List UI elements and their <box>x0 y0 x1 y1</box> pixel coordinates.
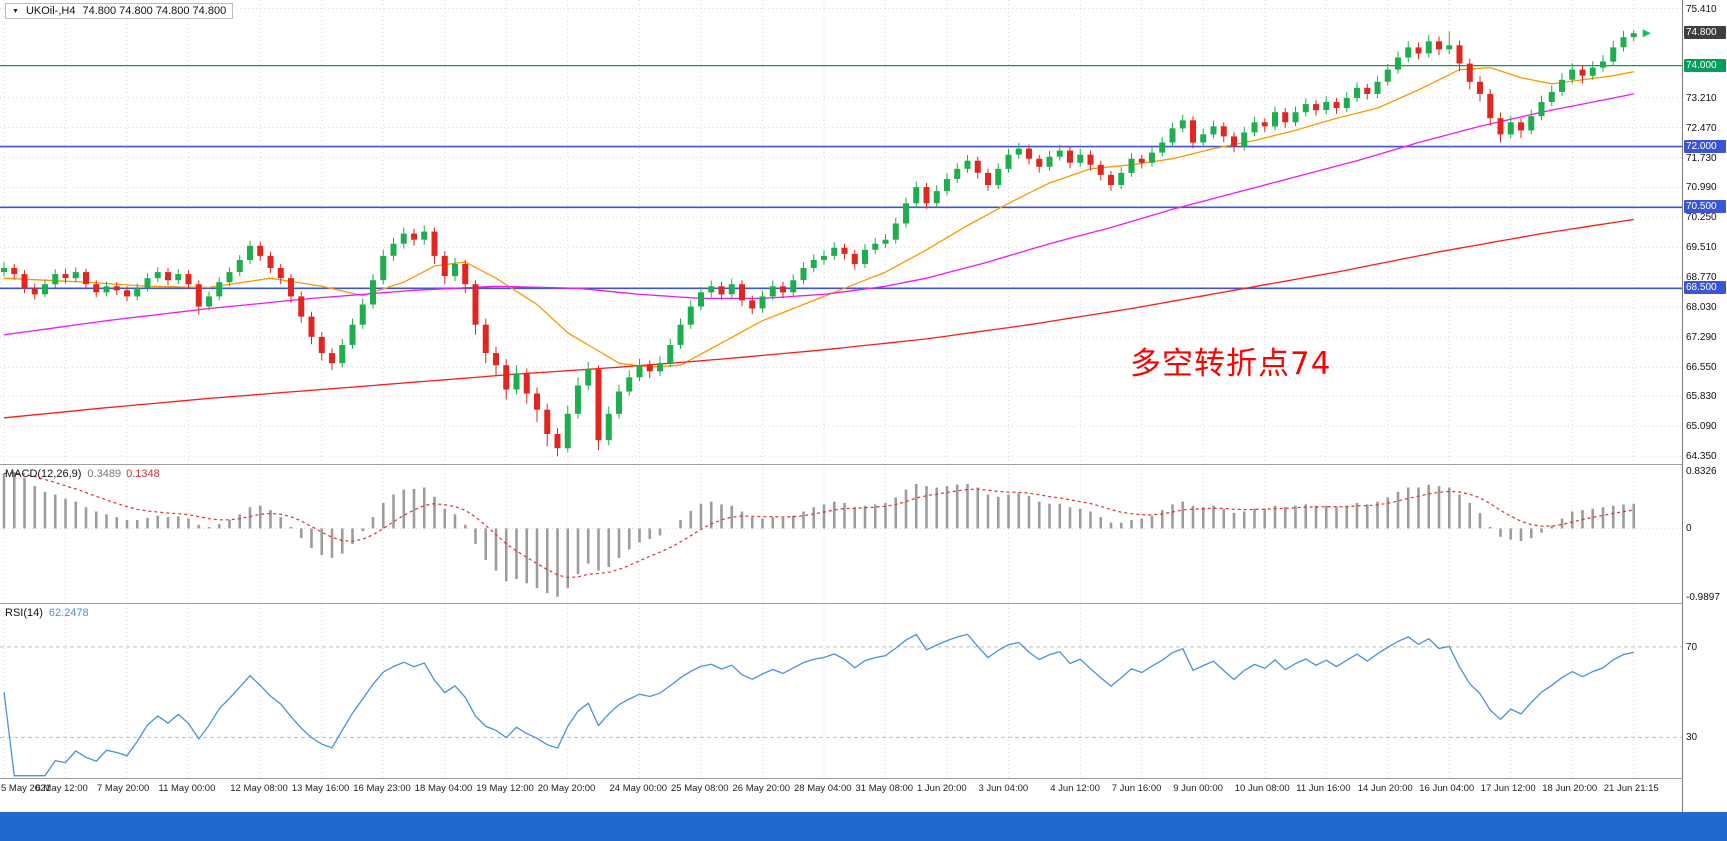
rsi-axis-label: 30 <box>1686 732 1698 744</box>
symbol-ohlc-values: 74.800 74.800 74.800 74.800 <box>82 5 227 17</box>
price-axis-label: 68.030 <box>1686 302 1717 314</box>
bottom-bar <box>0 812 1727 841</box>
time-axis-label: 13 May 16:00 <box>291 783 350 794</box>
time-axis-label: 6 May 12:00 <box>35 783 88 794</box>
macd-signal-value: 0.1348 <box>126 468 160 480</box>
time-axis-label: 10 Jun 08:00 <box>1234 783 1290 794</box>
price-axis-label: 67.290 <box>1686 332 1717 344</box>
price-tag: 74.000 <box>1684 58 1726 72</box>
price-axis-label: 65.830 <box>1686 391 1717 403</box>
rsi-panel[interactable]: RSI(14) 62.2478 <box>0 604 1682 778</box>
price-axis-label: 70.250 <box>1686 212 1717 224</box>
price-axis-label: 65.090 <box>1686 421 1717 433</box>
time-axis-label: 25 May 08:00 <box>671 783 729 794</box>
price-axis-label: 75.410 <box>1686 3 1717 15</box>
rsi-line <box>3 633 1634 777</box>
symbol-title: UKOil-,H4 <box>25 5 76 17</box>
macd-label: MACD(12,26,9) 0.3489 0.1348 <box>5 468 160 480</box>
price-axis-label: 70.990 <box>1686 182 1717 194</box>
time-axis-label: 21 Jun 21:15 <box>1603 783 1659 794</box>
time-axis-label: 26 May 20:00 <box>732 783 791 794</box>
price-scale[interactable]: 75.410 73.210 72.470 71.730 70.990 70.250 69.5… <box>1682 0 1727 812</box>
time-axis-label: 17 Jun 12:00 <box>1480 783 1536 794</box>
price-axis-label: 64.350 <box>1686 451 1717 463</box>
time-axis[interactable]: 5 May 2021 6 May 12:00 7 May 20:00 11 May 0… <box>0 779 1682 812</box>
chart-annotation-text: 多空转折点74 <box>1130 346 1332 382</box>
ma-slow-red <box>3 218 1634 419</box>
time-axis-label: 7 May 20:00 <box>97 783 150 794</box>
time-axis-label: 11 Jun 16:00 <box>1296 783 1351 794</box>
time-axis-label: 18 Jun 20:00 <box>1542 783 1598 794</box>
macd-axis-label: 0 <box>1686 523 1692 535</box>
rsi-indicator-chart[interactable] <box>0 604 1682 778</box>
time-axis-label: 1 Jun 20:00 <box>917 783 967 794</box>
price-tag: 74.800 <box>1684 26 1726 40</box>
price-tag: 68.500 <box>1684 281 1726 295</box>
price-tag: 70.500 <box>1684 200 1726 214</box>
ma-fast-orange <box>3 66 1634 368</box>
time-axis-label: 19 May 12:00 <box>476 783 534 794</box>
main-chart-panel[interactable]: ▼ UKOil-,H4 74.800 74.800 74.800 74.800 … <box>0 0 1682 464</box>
time-axis-label: 28 May 04:00 <box>794 783 852 794</box>
time-axis-label: 4 Jun 12:00 <box>1050 783 1100 794</box>
price-axis-label: 71.730 <box>1686 152 1717 164</box>
panel-divider[interactable] <box>0 464 1727 465</box>
macd-main-value: 0.3489 <box>87 468 122 480</box>
symbol-dropdown-icon[interactable]: ▼ <box>12 7 19 15</box>
time-axis-label: 12 May 08:00 <box>230 783 288 794</box>
time-axis-label: 11 May 00:00 <box>158 783 216 794</box>
price-axis-label: 72.470 <box>1686 122 1717 134</box>
rsi-name: RSI(14) <box>5 607 43 619</box>
time-axis-label: 14 Jun 20:00 <box>1357 783 1413 794</box>
time-axis-label: 16 Jun 04:00 <box>1419 783 1475 794</box>
time-axis-label: 5 May 2021 <box>1 783 51 794</box>
macd-axis-label: -0.9897 <box>1686 592 1720 603</box>
macd-indicator-chart[interactable] <box>0 465 1682 603</box>
price-axis-label: 66.550 <box>1686 362 1717 374</box>
current-price-marker <box>1642 29 1651 38</box>
rsi-axis-label: 70 <box>1686 641 1698 653</box>
time-axis-label: 7 Jun 16:00 <box>1111 783 1162 794</box>
price-axis-label: 73.210 <box>1686 92 1717 104</box>
rsi-label: RSI(14) 62.2478 <box>5 607 89 619</box>
time-axis-label: 24 May 00:00 <box>609 783 668 794</box>
time-axis-label: 18 May 04:00 <box>414 783 473 794</box>
price-axis-label: 68.770 <box>1686 272 1717 284</box>
price-axis-label: 69.510 <box>1686 242 1717 254</box>
rsi-current-value: 62.2478 <box>48 607 89 619</box>
symbol-info-box[interactable]: ▼ UKOil-,H4 74.800 74.800 74.800 74.800 <box>5 3 234 19</box>
panel-divider[interactable] <box>0 778 1727 779</box>
macd-name: MACD(12,26,9) <box>5 468 82 480</box>
time-axis-label: 9 Jun 00:00 <box>1173 783 1223 794</box>
macd-signal-line <box>3 472 1634 579</box>
time-axis-label: 31 May 08:00 <box>855 783 914 794</box>
time-axis-label: 16 May 23:00 <box>353 783 411 794</box>
time-axis-label: 3 Jun 04:00 <box>978 783 1029 794</box>
time-axis-label: 20 May 20:00 <box>537 783 596 794</box>
candlestick-chart[interactable] <box>0 0 1682 464</box>
macd-panel[interactable]: MACD(12,26,9) 0.3489 0.1348 <box>0 465 1682 603</box>
panel-divider[interactable] <box>0 603 1727 604</box>
macd-axis-label: 0.8326 <box>1686 466 1717 477</box>
price-tag: 72.000 <box>1684 139 1726 153</box>
ma-mid-magenta <box>3 93 1634 336</box>
